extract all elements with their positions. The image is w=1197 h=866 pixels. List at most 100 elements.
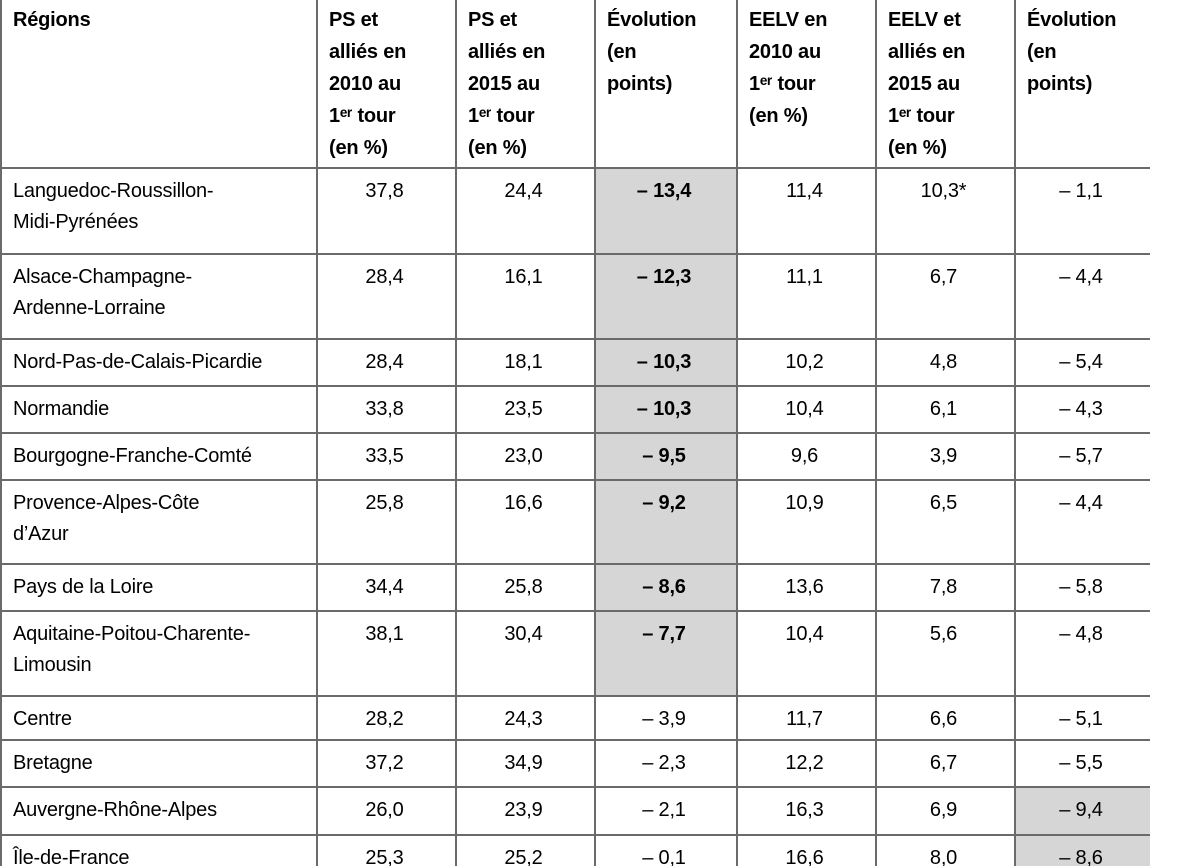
- ps-2010-cell: 37,8: [316, 167, 457, 255]
- eelv-2010-cell: 11,1: [736, 253, 877, 340]
- ps-2015-cell: 16,6: [455, 479, 596, 565]
- ps-2015-cell: 24,4: [455, 167, 596, 255]
- ps-2015-cell: 25,2: [455, 834, 596, 866]
- eelv-2010-cell: 13,6: [736, 563, 877, 612]
- region-cell: Nord-Pas-de-Calais-Picardie: [0, 338, 318, 387]
- evolution-ps-cell: – 9,5: [594, 432, 738, 481]
- column-header-regions: Régions: [0, 0, 318, 169]
- region-cell: Centre: [0, 695, 318, 741]
- evolution-eelv-cell: – 8,6: [1014, 834, 1150, 866]
- region-cell: Bretagne: [0, 739, 318, 788]
- evolution-ps-cell: – 3,9: [594, 695, 738, 741]
- region-cell: Normandie: [0, 385, 318, 434]
- ps-2015-cell: 30,4: [455, 610, 596, 697]
- ps-2010-cell: 25,3: [316, 834, 457, 866]
- evolution-ps-cell: – 8,6: [594, 563, 738, 612]
- evolution-ps-cell: – 0,1: [594, 834, 738, 866]
- eelv-2015-cell: 7,8: [875, 563, 1016, 612]
- evolution-ps-cell: – 9,2: [594, 479, 738, 565]
- table-row: Centre 28,2 24,3 – 3,9 11,7 6,6 – 5,1: [0, 695, 1150, 741]
- table-row: Aquitaine-Poitou-Charente- Limousin 38,1…: [0, 610, 1150, 697]
- eelv-2015-cell: 8,0: [875, 834, 1016, 866]
- eelv-2015-cell: 5,6: [875, 610, 1016, 697]
- header-row: Régions PS et alliés en 2010 au 1ᵉʳ tour…: [0, 0, 1150, 169]
- region-cell: Alsace-Champagne- Ardenne-Lorraine: [0, 253, 318, 340]
- evolution-eelv-cell: – 9,4: [1014, 786, 1150, 836]
- evolution-eelv-cell: – 5,4: [1014, 338, 1150, 387]
- column-header-evolution-eelv: Évolution (en points): [1014, 0, 1150, 169]
- column-header-evolution-ps: Évolution (en points): [594, 0, 738, 169]
- ps-2015-cell: 34,9: [455, 739, 596, 788]
- eelv-2015-cell: 6,6: [875, 695, 1016, 741]
- evolution-ps-cell: – 2,1: [594, 786, 738, 836]
- ps-2015-cell: 23,5: [455, 385, 596, 434]
- ps-2010-cell: 37,2: [316, 739, 457, 788]
- eelv-2015-cell: 3,9: [875, 432, 1016, 481]
- table-row: Île-de-France 25,3 25,2 – 0,1 16,6 8,0 –…: [0, 834, 1150, 866]
- column-header-eelv-2010: EELV en 2010 au 1ᵉʳ tour (en %): [736, 0, 877, 169]
- ps-2015-cell: 23,0: [455, 432, 596, 481]
- eelv-2010-cell: 9,6: [736, 432, 877, 481]
- table-row: Pays de la Loire 34,4 25,8 – 8,6 13,6 7,…: [0, 563, 1150, 612]
- eelv-2010-cell: 10,4: [736, 610, 877, 697]
- eelv-2015-cell: 6,5: [875, 479, 1016, 565]
- evolution-eelv-cell: – 5,5: [1014, 739, 1150, 788]
- ps-2010-cell: 26,0: [316, 786, 457, 836]
- ps-2010-cell: 33,5: [316, 432, 457, 481]
- column-header-eelv-2015: EELV et alliés en 2015 au 1ᵉʳ tour (en %…: [875, 0, 1016, 169]
- evolution-eelv-cell: – 5,7: [1014, 432, 1150, 481]
- table-row: Bourgogne-Franche-Comté 33,5 23,0 – 9,5 …: [0, 432, 1150, 481]
- eelv-2010-cell: 16,3: [736, 786, 877, 836]
- column-header-ps-2010: PS et alliés en 2010 au 1ᵉʳ tour (en %): [316, 0, 457, 169]
- region-cell: Bourgogne-Franche-Comté: [0, 432, 318, 481]
- ps-2010-cell: 38,1: [316, 610, 457, 697]
- table-row: Bretagne 37,2 34,9 – 2,3 12,2 6,7 – 5,5: [0, 739, 1150, 788]
- eelv-2015-cell: 6,9: [875, 786, 1016, 836]
- ps-2015-cell: 16,1: [455, 253, 596, 340]
- evolution-eelv-cell: – 4,4: [1014, 253, 1150, 340]
- eelv-2010-cell: 12,2: [736, 739, 877, 788]
- eelv-2010-cell: 16,6: [736, 834, 877, 866]
- evolution-eelv-cell: – 5,1: [1014, 695, 1150, 741]
- eelv-2010-cell: 10,4: [736, 385, 877, 434]
- eelv-2010-cell: 10,2: [736, 338, 877, 387]
- region-cell: Languedoc-Roussillon- Midi-Pyrénées: [0, 167, 318, 255]
- eelv-2010-cell: 11,7: [736, 695, 877, 741]
- eelv-2010-cell: 10,9: [736, 479, 877, 565]
- evolution-eelv-cell: – 4,3: [1014, 385, 1150, 434]
- region-cell: Île-de-France: [0, 834, 318, 866]
- eelv-2015-cell: 6,7: [875, 739, 1016, 788]
- evolution-ps-cell: – 7,7: [594, 610, 738, 697]
- eelv-2015-cell: 6,7: [875, 253, 1016, 340]
- region-cell: Provence-Alpes-Côte d’Azur: [0, 479, 318, 565]
- table-row: Auvergne-Rhône-Alpes 26,0 23,9 – 2,1 16,…: [0, 786, 1150, 836]
- ps-2010-cell: 34,4: [316, 563, 457, 612]
- evolution-eelv-cell: – 1,1: [1014, 167, 1150, 255]
- evolution-eelv-cell: – 4,8: [1014, 610, 1150, 697]
- ps-2015-cell: 25,8: [455, 563, 596, 612]
- evolution-ps-cell: – 13,4: [594, 167, 738, 255]
- election-results-table: Régions PS et alliés en 2010 au 1ᵉʳ tour…: [0, 0, 1150, 866]
- region-cell: Auvergne-Rhône-Alpes: [0, 786, 318, 836]
- evolution-ps-cell: – 10,3: [594, 338, 738, 387]
- ps-2015-cell: 23,9: [455, 786, 596, 836]
- evolution-ps-cell: – 12,3: [594, 253, 738, 340]
- evolution-ps-cell: – 10,3: [594, 385, 738, 434]
- ps-2010-cell: 28,2: [316, 695, 457, 741]
- evolution-eelv-cell: – 5,8: [1014, 563, 1150, 612]
- eelv-2015-cell: 4,8: [875, 338, 1016, 387]
- ps-2010-cell: 33,8: [316, 385, 457, 434]
- ps-2010-cell: 28,4: [316, 338, 457, 387]
- ps-2010-cell: 28,4: [316, 253, 457, 340]
- table-row: Languedoc-Roussillon- Midi-Pyrénées 37,8…: [0, 167, 1150, 255]
- eelv-2015-cell: 10,3*: [875, 167, 1016, 255]
- table-row: Provence-Alpes-Côte d’Azur 25,8 16,6 – 9…: [0, 479, 1150, 565]
- region-cell: Aquitaine-Poitou-Charente- Limousin: [0, 610, 318, 697]
- column-header-ps-2015: PS et alliés en 2015 au 1ᵉʳ tour (en %): [455, 0, 596, 169]
- evolution-ps-cell: – 2,3: [594, 739, 738, 788]
- eelv-2010-cell: 11,4: [736, 167, 877, 255]
- eelv-2015-cell: 6,1: [875, 385, 1016, 434]
- evolution-eelv-cell: – 4,4: [1014, 479, 1150, 565]
- table-row: Alsace-Champagne- Ardenne-Lorraine 28,4 …: [0, 253, 1150, 340]
